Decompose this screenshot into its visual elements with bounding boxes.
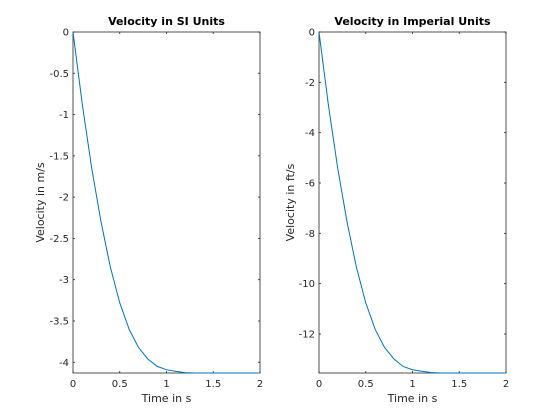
y-tick-label: 0 bbox=[309, 28, 315, 39]
y-tick-label: -3 bbox=[59, 275, 69, 286]
x-tick-label: 2 bbox=[503, 379, 509, 390]
subplot-2: 0 0.5 1 1.5 2 0 -2 -4 -6 -8 -10 -12 Velocity in Impe… bbox=[284, 15, 509, 405]
x-tick-label: 2 bbox=[257, 379, 263, 390]
x-tick-label: 0 bbox=[316, 379, 322, 390]
x-tick-label: 1.5 bbox=[451, 379, 467, 390]
axes-box bbox=[72, 31, 261, 374]
y-tick-label: -2 bbox=[59, 193, 69, 204]
y-tick-label: -4 bbox=[305, 128, 315, 139]
x-axis-label: Time in s bbox=[387, 392, 438, 405]
chart-title: Velocity in Imperial Units bbox=[334, 15, 491, 28]
y-axis-label: Velocity in m/s bbox=[34, 162, 47, 243]
y-tick-label: -4 bbox=[59, 358, 69, 369]
y-tick-label: -1 bbox=[59, 110, 69, 121]
series-line bbox=[72, 31, 260, 374]
y-tick-label: -2 bbox=[305, 78, 315, 89]
axes-box bbox=[318, 31, 507, 374]
x-tick-label: 1.5 bbox=[205, 379, 221, 390]
y-tick-label: -1.5 bbox=[49, 151, 69, 162]
y-tick-label: -10 bbox=[299, 279, 315, 290]
y-tick-label: -0.5 bbox=[49, 69, 69, 80]
x-tick-label: 0.5 bbox=[358, 379, 374, 390]
y-tick-label: -3.5 bbox=[49, 316, 69, 327]
chart-title: Velocity in SI Units bbox=[108, 15, 225, 28]
y-tick-label: -8 bbox=[305, 229, 315, 240]
x-tick-label: 0 bbox=[70, 379, 76, 390]
y-tick-label: -12 bbox=[299, 329, 315, 340]
y-tick-label: -6 bbox=[305, 178, 315, 189]
x-tick-label: 1 bbox=[163, 379, 169, 390]
y-axis-label: Velocity in ft/s bbox=[284, 163, 297, 241]
subplot-1: 0 0.5 1 1.5 2 0 -0.5 -1 -1.5 -2 -2.5 -3 -3.5 -4 Veloci… bbox=[34, 15, 263, 405]
y-tick-label: -2.5 bbox=[49, 234, 69, 245]
x-axis-label: Time in s bbox=[141, 392, 192, 405]
y-tick-label: 0 bbox=[63, 28, 69, 39]
series-line bbox=[318, 31, 506, 374]
x-tick-label: 0.5 bbox=[112, 379, 128, 390]
x-tick-label: 1 bbox=[409, 379, 415, 390]
